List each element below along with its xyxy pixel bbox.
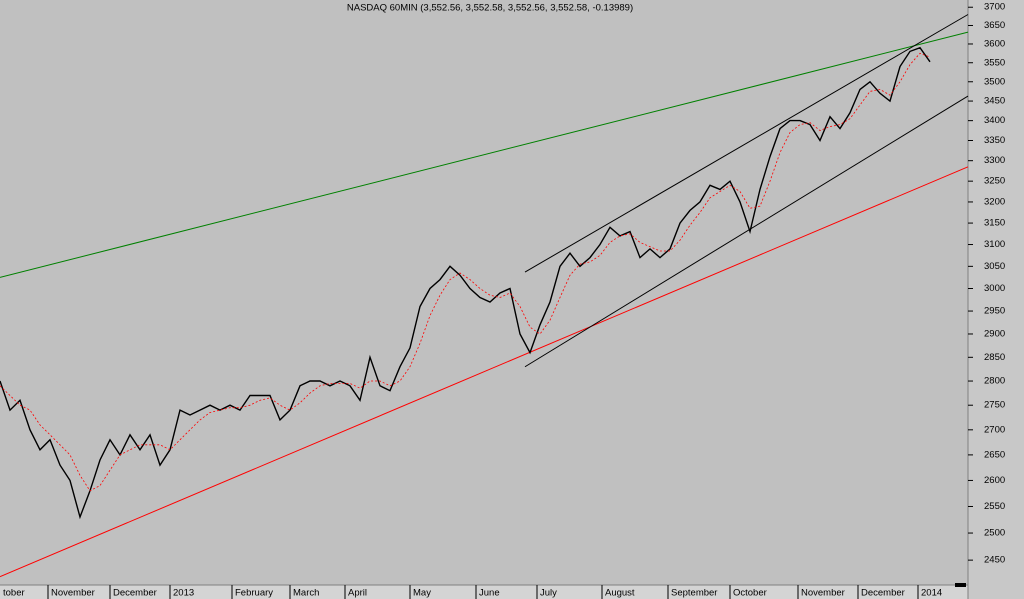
moving-average-line [0, 52, 931, 492]
x-tick-label: February [235, 588, 273, 599]
y-tick-label: 2450 [984, 555, 1005, 566]
y-tick-label: 2600 [984, 475, 1005, 486]
y-tick-label: 3650 [984, 20, 1005, 31]
y-tick-label: 3450 [984, 96, 1005, 107]
y-tick-label: 3700 [984, 2, 1005, 13]
trendline [0, 31, 969, 278]
y-tick-label: 2700 [984, 424, 1005, 435]
x-tick-label: August [605, 588, 635, 599]
y-tick-label: 2950 [984, 306, 1005, 317]
y-tick-label: 3250 [984, 176, 1005, 187]
y-tick-label: 3500 [984, 76, 1005, 87]
x-tick-label: May [413, 588, 431, 599]
scroll-marker [955, 583, 966, 587]
y-tick-label: 2750 [984, 400, 1005, 411]
x-tick-label: 2014 [921, 588, 942, 599]
x-axis-panel [0, 585, 968, 599]
y-tick-label: 2900 [984, 328, 1005, 339]
x-tick-label: tober [3, 588, 25, 599]
x-tick-label: November [801, 588, 845, 599]
x-tick-label: March [293, 588, 319, 599]
x-tick-label: June [479, 588, 500, 599]
x-tick-label: July [540, 588, 557, 599]
trendline [524, 95, 969, 368]
x-tick-label: December [861, 588, 905, 599]
y-tick-label: 3100 [984, 239, 1005, 250]
y-tick-label: 3150 [984, 218, 1005, 229]
y-tick-label: 2500 [984, 528, 1005, 539]
trendline [524, 14, 969, 273]
price-line [0, 46, 931, 520]
x-tick-label: 2013 [173, 588, 194, 599]
y-tick-label: 3050 [984, 261, 1005, 272]
x-tick-label: September [671, 588, 717, 599]
y-tick-label: 2650 [984, 449, 1005, 460]
y-tick-label: 3400 [984, 115, 1005, 126]
y-tick-label: 2850 [984, 352, 1005, 363]
y-tick-label: 3300 [984, 155, 1005, 166]
y-tick-label: 2800 [984, 376, 1005, 387]
x-tick-label: April [348, 588, 367, 599]
x-tick-label: October [733, 588, 767, 599]
plot-area [0, 0, 968, 585]
x-tick-label: December [113, 588, 157, 599]
y-tick-label: 3200 [984, 196, 1005, 207]
trendline [0, 166, 969, 578]
y-tick-label: 3350 [984, 135, 1005, 146]
y-tick-label: 3550 [984, 57, 1005, 68]
x-tick-label: November [51, 588, 95, 599]
y-axis-panel [968, 0, 1024, 599]
y-tick-label: 3000 [984, 283, 1005, 294]
chart-title: NASDAQ 60MIN (3,552.56, 3,552.58, 3,552.… [347, 3, 633, 14]
y-tick-label: 2550 [984, 501, 1005, 512]
y-tick-label: 3600 [984, 38, 1005, 49]
